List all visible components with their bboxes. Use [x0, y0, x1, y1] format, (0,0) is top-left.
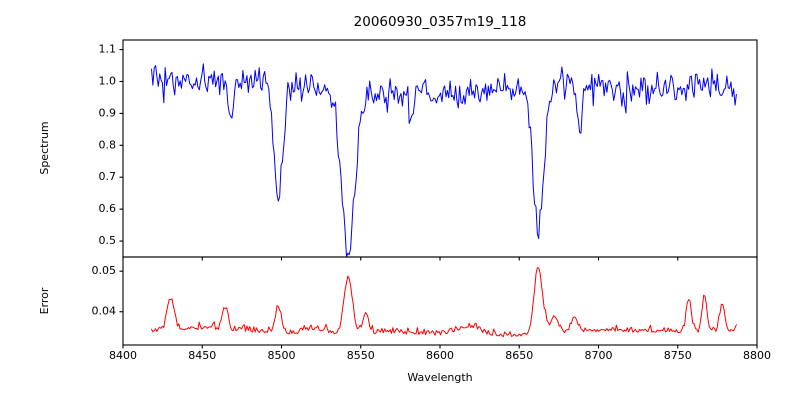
x-tick-label: 8450	[188, 349, 216, 362]
y-tick-label-spectrum: 1.1	[99, 43, 117, 56]
x-tick-label: 8800	[743, 349, 771, 362]
y-tick-label-spectrum: 0.7	[99, 170, 117, 183]
page-title: 20060930_0357m19_118	[354, 14, 527, 30]
series-line-error	[151, 267, 737, 338]
x-tick-label: 8650	[505, 349, 533, 362]
x-tick-label: 8600	[426, 349, 454, 362]
x-axis-label: Wavelength	[407, 371, 472, 384]
y-tick-label-spectrum: 0.5	[99, 234, 117, 247]
y-axis-label-spectrum: Spectrum	[38, 121, 51, 174]
x-tick-label: 8750	[664, 349, 692, 362]
y-tick-label-spectrum: 0.9	[99, 106, 117, 119]
y-tick-label-spectrum: 1.0	[99, 74, 117, 87]
x-tick-label: 8500	[268, 349, 296, 362]
y-tick-label-spectrum: 0.8	[99, 138, 117, 151]
y-tick-label-error: 0.04	[92, 305, 117, 318]
y-axis-label-error: Error	[38, 287, 51, 314]
axes-group: 0.5 0.6 0.7 0.8 0.9 1.0 1.1 0.04 0.05 8400 8450 850…	[92, 39, 771, 362]
x-tick-label: 8550	[347, 349, 375, 362]
x-tick-label: 8700	[585, 349, 613, 362]
y-tick-label-error: 0.05	[92, 264, 117, 277]
x-tick-label: 8400	[109, 349, 137, 362]
series-line-spectrum	[151, 63, 737, 258]
y-tick-label-spectrum: 0.6	[99, 202, 117, 215]
